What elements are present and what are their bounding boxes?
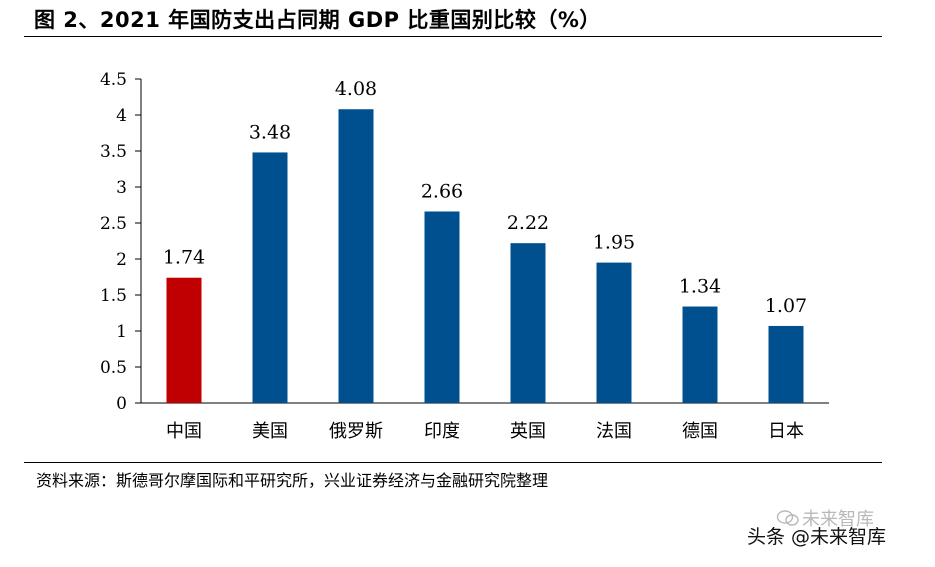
watermark-text: 头条 @未来智库: [747, 526, 887, 548]
y-tick-label: 1: [116, 322, 127, 342]
data-label: 3.48: [249, 121, 291, 143]
bar-1: [166, 277, 202, 403]
x-tick-label: 美国: [252, 421, 288, 442]
x-tick-label: 俄罗斯: [329, 421, 383, 442]
bar-8: [768, 325, 804, 403]
data-label: 1.74: [163, 247, 205, 269]
source-note: 资料来源：斯德哥尔摩国际和平研究所，兴业证券经济与金融研究院整理: [36, 471, 549, 490]
data-label: 1.95: [593, 232, 635, 254]
y-tick-label: 3.5: [100, 142, 127, 162]
y-tick-label: 2: [116, 250, 127, 270]
title-divider: [24, 36, 882, 37]
bar-6: [596, 262, 632, 403]
bar-2: [252, 152, 288, 403]
x-tick-label: 日本: [768, 421, 804, 442]
x-tick-label: 法国: [596, 421, 632, 442]
bar-4: [424, 211, 460, 403]
bar-7: [682, 306, 718, 403]
y-tick-label: 0: [116, 394, 127, 414]
y-tick-label: 4.5: [100, 70, 127, 90]
x-tick-label: 德国: [682, 421, 718, 442]
source-divider: [24, 462, 882, 463]
data-label: 2.22: [507, 212, 549, 234]
data-label: 4.08: [335, 78, 377, 100]
data-label: 1.07: [765, 295, 807, 317]
x-tick-label: 印度: [424, 421, 460, 442]
bar-5: [510, 243, 546, 403]
wechat-icon: [776, 510, 799, 526]
bar-chart: 0 0.5 1 1.5 2 2.5 3 3.5 4 4.5 1.74 中国 3.48 美国 4.08 俄罗斯 2…: [100, 70, 829, 442]
bar-3: [338, 109, 374, 404]
y-tick-label: 4: [116, 106, 127, 126]
chart-title: 图 2、2021 年国防支出占同期 GDP 比重国别比较（%）: [34, 8, 601, 32]
watermark-ghost-text: 未来智库: [802, 509, 874, 530]
data-label: 1.34: [679, 276, 721, 298]
y-tick-label: 3: [116, 178, 127, 198]
x-tick-label: 英国: [510, 421, 546, 442]
data-label: 2.66: [421, 180, 463, 202]
y-tick-label: 2.5: [100, 214, 127, 234]
x-tick-label: 中国: [166, 421, 202, 442]
y-tick-label: 1.5: [100, 286, 127, 306]
y-tick-label: 0.5: [100, 358, 127, 378]
